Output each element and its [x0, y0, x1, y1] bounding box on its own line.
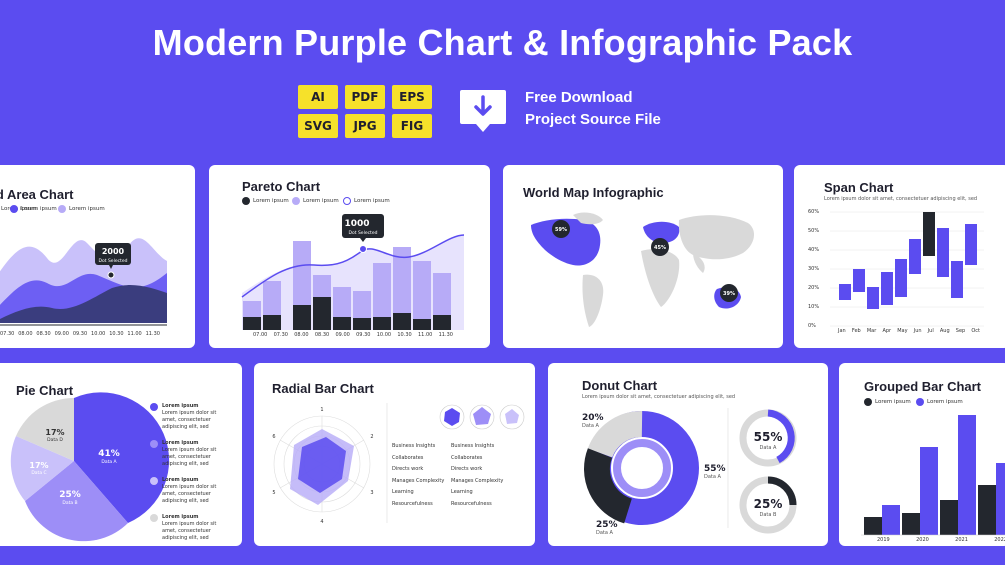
svg-text:Data B: Data B: [760, 512, 778, 518]
svg-text:45%: 45%: [654, 245, 666, 251]
span-card: Span Chart Lorem ipsum dolor sit amet, c…: [794, 165, 1005, 348]
svg-text:Dot Selected: Dot Selected: [99, 258, 128, 264]
span-x-axis: Jan Feb Mar Apr May Jun Jul Aug Sep Oct: [838, 328, 980, 334]
svg-text:Dot Selected: Dot Selected: [349, 230, 378, 236]
map-pin[interactable]: [651, 238, 669, 256]
svg-text:20%: 20%: [582, 413, 604, 423]
svg-text:4: 4: [320, 519, 323, 525]
pareto-times: 07.00 07.30 08.00 08.30 09.00 09.30 10.00 10.30…: [253, 332, 453, 338]
svg-text:59%: 59%: [555, 227, 567, 233]
format-badge-ai: AI: [298, 85, 338, 109]
tooltip: [342, 214, 384, 238]
format-badge-eps: EPS: [392, 85, 432, 109]
svg-text:25%: 25%: [596, 520, 618, 530]
donut-card: Donut Chart Lorem ipsum dolor sit amet, …: [548, 363, 828, 546]
svg-text:Data A: Data A: [760, 445, 778, 451]
legend-item: Lorem ipsum Lorem ipsum dolor sit amet, co…: [150, 440, 216, 468]
legend-item: Lorem ipsum: [916, 398, 963, 406]
pie-card: Pie Chart 41% Data A 25% Data B 17% Data…: [0, 363, 242, 546]
legend-item: Lorem ipsum Lorem ipsum dolor sit amet, co…: [150, 514, 216, 542]
svg-text:39%: 39%: [723, 291, 735, 297]
grouped-bar-plot: [861, 415, 1005, 536]
legend-item: Lorem ipsum Lorem ipsum dolor sit amet, co…: [150, 477, 216, 505]
mini-radar-icons: [439, 404, 525, 430]
svg-text:1: 1: [320, 407, 323, 413]
stacked-area-times: 07.30 08.00 08.30 09.00 09.30 10.00 10.30 11.00…: [0, 331, 160, 337]
download-link[interactable]: Free Download: [525, 89, 633, 106]
radial-title: Radial Bar Chart: [272, 381, 374, 396]
legend-item: Lorem ipsum Lorem ipsum dolor sit amet, co…: [150, 403, 216, 431]
svg-text:25%: 25%: [754, 497, 783, 511]
svg-text:Data A: Data A: [704, 474, 722, 480]
format-badge-fig: FIG: [392, 114, 432, 138]
radial-card: Radial Bar Chart 1 2 3 4 5 6 Business In…: [254, 363, 535, 546]
svg-text:2: 2: [370, 434, 373, 440]
svg-text:25%: 25%: [59, 490, 81, 500]
source-file-link[interactable]: Project Source File: [525, 111, 661, 128]
world-map-card: World Map Infographic 59% 45% 39%: [503, 165, 783, 348]
stacked-area-card: Stacked Area Chart Lorem ipsum Lorem ips…: [0, 165, 195, 348]
donut-title: Donut Chart: [582, 378, 658, 393]
legend-item: Lorem ipsum: [292, 197, 339, 205]
svg-text:1000: 1000: [344, 219, 369, 229]
legend-item: Lorem ipsum: [864, 398, 911, 406]
svg-text:Data A: Data A: [101, 459, 117, 465]
pareto-card: Pareto Chart Lorem ipsum Lorem ipsum Lor…: [209, 165, 490, 348]
svg-text:17%: 17%: [29, 461, 48, 470]
format-badge-svg: SVG: [298, 114, 338, 138]
world-map: 59% 45% 39%: [531, 212, 755, 327]
svg-text:5: 5: [272, 490, 275, 496]
svg-text:17%: 17%: [45, 428, 64, 437]
tooltip: [95, 243, 131, 265]
legend-item: Lorem ipsum: [242, 197, 289, 205]
pareto-plot: 1000 Dot Selected: [241, 214, 465, 330]
format-badge-pdf: PDF: [345, 85, 385, 109]
map-pin[interactable]: [552, 220, 570, 238]
pie-chart: 41% Data A 25% Data B 17% Data C 17% Dat…: [10, 392, 170, 542]
svg-text:Data C: Data C: [31, 470, 46, 476]
svg-text:55%: 55%: [754, 430, 783, 444]
svg-text:3: 3: [370, 490, 373, 496]
svg-text:2000: 2000: [102, 247, 125, 256]
stacked-area-title: Stacked Area Chart: [0, 187, 74, 202]
donut-subtitle: Lorem ipsum dolor sit amet, consectetuer…: [582, 394, 736, 400]
grouped-years: 2019202020212022: [877, 537, 1005, 543]
legend-item: Lorem ipsum: [58, 205, 105, 213]
radial-chart: 1 2 3 4 5 6: [272, 403, 525, 525]
radial-list-col2: Business Insights Collaborates Directs wor…: [451, 443, 504, 507]
stacked-area-plot: 2000 Dot Selected: [0, 238, 167, 326]
donut-chart: 20% Data A 55% Data A 25% Data A 55% Dat…: [582, 408, 797, 536]
world-map-title: World Map Infographic: [523, 185, 664, 200]
radial-list-col1: Business Insights Collaborates Directs wor…: [392, 443, 445, 507]
svg-text:55%: 55%: [704, 464, 726, 474]
span-plot: [830, 211, 984, 327]
pareto-title: Pareto Chart: [242, 179, 321, 194]
legend-item: Lorem ipsum: [1, 206, 37, 212]
pie-title: Pie Chart: [16, 383, 74, 398]
svg-text:41%: 41%: [98, 449, 120, 459]
svg-text:Data B: Data B: [62, 500, 77, 506]
page-title: Modern Purple Chart & Infographic Pack: [152, 22, 853, 63]
pie-legend: Lorem ipsum Lorem ipsum dolor sit amet, co…: [150, 403, 216, 542]
grouped-bar-card: Grouped Bar Chart Lorem ipsum Lorem ipsu…: [839, 363, 1005, 546]
span-subtitle: Lorem ipsum dolor sit amet, consectetuer…: [824, 196, 978, 202]
svg-text:Data D: Data D: [47, 437, 63, 443]
grouped-title: Grouped Bar Chart: [864, 379, 982, 394]
span-y-axis: 60% 50% 40% 30% 20% 10% 0%: [808, 209, 820, 329]
download-icon[interactable]: [458, 88, 508, 136]
svg-text:Data A: Data A: [596, 530, 614, 536]
legend-item: Lorem ipsum: [10, 205, 57, 213]
legend-item: Lorem ipsum: [343, 197, 390, 205]
svg-text:6: 6: [272, 434, 275, 440]
pareto-bars: [243, 241, 451, 330]
map-pin[interactable]: [720, 284, 738, 302]
svg-text:Data A: Data A: [582, 423, 600, 429]
format-badge-jpg: JPG: [345, 114, 385, 138]
span-title: Span Chart: [824, 180, 894, 195]
